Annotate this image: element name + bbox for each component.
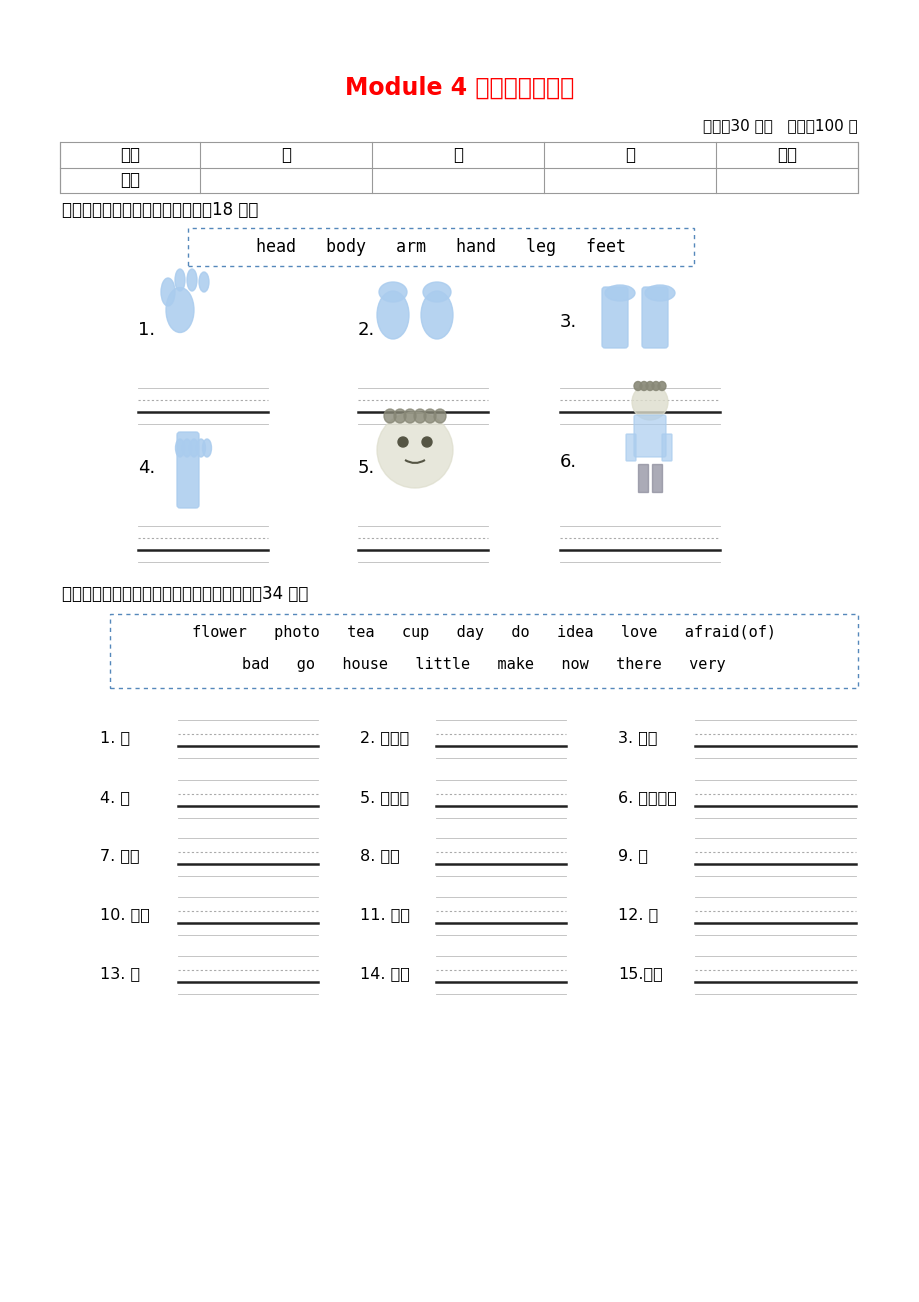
Text: 1.: 1. [138, 322, 155, 339]
Ellipse shape [182, 439, 191, 457]
Text: 5. 去；走: 5. 去；走 [359, 790, 409, 806]
Ellipse shape [176, 439, 185, 457]
Ellipse shape [393, 409, 405, 423]
Ellipse shape [175, 270, 185, 292]
Circle shape [377, 411, 452, 488]
Text: 二: 二 [452, 146, 462, 164]
Text: 13. 爱: 13. 爱 [100, 966, 140, 982]
Ellipse shape [652, 381, 659, 391]
Text: 9. 茶: 9. 茶 [618, 849, 647, 863]
Ellipse shape [377, 292, 409, 339]
Text: 1. 做: 1. 做 [100, 730, 130, 746]
Ellipse shape [605, 285, 634, 301]
Text: 时间：30 分钟   满分：100 分: 时间：30 分钟 满分：100 分 [702, 118, 857, 134]
Text: 总分: 总分 [777, 146, 796, 164]
Bar [60, 142, 857, 193]
Text: bad   go   house   little   make   now   there   very: bad go house little make now there very [242, 658, 725, 673]
Text: Module 4 模块知识梳理卷: Module 4 模块知识梳理卷 [345, 76, 574, 100]
Circle shape [422, 437, 432, 447]
FancyBboxPatch shape [176, 432, 199, 508]
Ellipse shape [165, 288, 194, 332]
FancyBboxPatch shape [641, 286, 667, 348]
Text: 2.: 2. [357, 322, 375, 339]
Text: 10. 照片: 10. 照片 [100, 907, 150, 923]
Text: 6. 很；非常: 6. 很；非常 [618, 790, 676, 806]
Circle shape [631, 384, 667, 421]
FancyBboxPatch shape [625, 434, 635, 461]
Ellipse shape [403, 409, 415, 423]
Text: head   body   arm   hand   leg   feet: head body arm hand leg feet [255, 238, 625, 256]
Ellipse shape [423, 283, 450, 302]
Text: 三: 三 [624, 146, 634, 164]
Ellipse shape [644, 285, 675, 301]
FancyBboxPatch shape [633, 415, 665, 457]
FancyBboxPatch shape [601, 286, 628, 348]
Text: 4. 花: 4. 花 [100, 790, 130, 806]
Text: 11. 现在: 11. 现在 [359, 907, 410, 923]
Circle shape [398, 437, 407, 447]
FancyBboxPatch shape [110, 615, 857, 687]
Ellipse shape [421, 292, 452, 339]
Ellipse shape [187, 270, 197, 292]
Ellipse shape [189, 439, 199, 457]
Text: 6.: 6. [560, 453, 576, 471]
Text: 4.: 4. [138, 460, 155, 477]
FancyBboxPatch shape [187, 228, 693, 266]
Text: 一: 一 [280, 146, 290, 164]
Text: 14. 小的: 14. 小的 [359, 966, 410, 982]
Text: flower   photo   tea   cup   day   do   idea   love   afraid(of): flower photo tea cup day do idea love af… [192, 625, 775, 641]
Ellipse shape [657, 381, 665, 391]
Text: 得分: 得分 [119, 172, 140, 189]
Bar [637, 464, 647, 492]
Text: 12. 做: 12. 做 [618, 907, 657, 923]
Text: 题号: 题号 [119, 146, 140, 164]
Text: 二、根据汉语意思选择单词或短语并抄写。（34 分）: 二、根据汉语意思选择单词或短语并抄写。（34 分） [62, 585, 308, 603]
Ellipse shape [197, 439, 205, 457]
Text: 2. 天；日: 2. 天；日 [359, 730, 409, 746]
Ellipse shape [379, 283, 406, 302]
Ellipse shape [199, 272, 209, 292]
Text: 7. 坏的: 7. 坏的 [100, 849, 140, 863]
Ellipse shape [414, 409, 425, 423]
Bar [652, 464, 662, 492]
FancyBboxPatch shape [662, 434, 671, 461]
Text: 15.主意: 15.主意 [618, 966, 662, 982]
Text: 5.: 5. [357, 460, 375, 477]
Ellipse shape [645, 381, 653, 391]
Text: 3. 杯子: 3. 杯子 [618, 730, 657, 746]
Ellipse shape [424, 409, 436, 423]
Text: 3.: 3. [560, 312, 576, 331]
Ellipse shape [640, 381, 647, 391]
Ellipse shape [202, 439, 211, 457]
Ellipse shape [434, 409, 446, 423]
Ellipse shape [161, 279, 175, 306]
Ellipse shape [383, 409, 395, 423]
Text: 8. 那里: 8. 那里 [359, 849, 400, 863]
Ellipse shape [633, 381, 641, 391]
Text: 一、根据图片选择单词并抄写。（18 分）: 一、根据图片选择单词并抄写。（18 分） [62, 201, 258, 219]
